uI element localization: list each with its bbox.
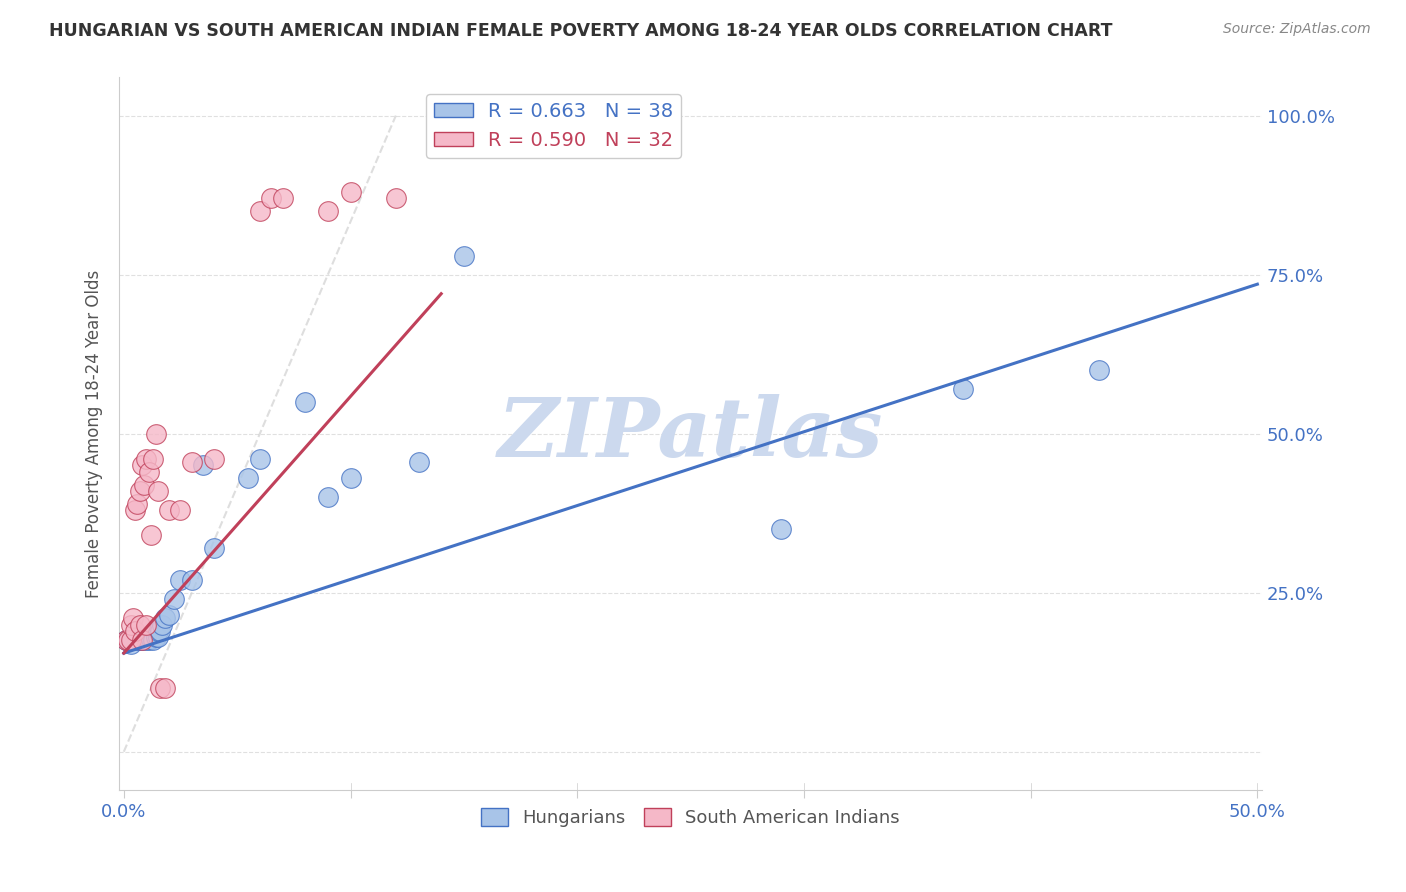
- Point: [453, 249, 475, 263]
- Point: [149, 624, 172, 638]
- Point: [135, 452, 157, 467]
- Point: [163, 592, 186, 607]
- Point: [138, 633, 160, 648]
- Point: [117, 633, 139, 648]
- Point: [153, 681, 176, 695]
- Text: HUNGARIAN VS SOUTH AMERICAN INDIAN FEMALE POVERTY AMONG 18-24 YEAR OLDS CORRELAT: HUNGARIAN VS SOUTH AMERICAN INDIAN FEMAL…: [49, 22, 1112, 40]
- Point: [131, 633, 153, 648]
- Point: [249, 204, 271, 219]
- Point: [142, 633, 165, 648]
- Point: [122, 633, 145, 648]
- Point: [115, 633, 138, 648]
- Point: [169, 503, 191, 517]
- Point: [770, 522, 793, 536]
- Point: [131, 458, 153, 473]
- Point: [157, 503, 180, 517]
- Point: [385, 191, 408, 205]
- Text: Source: ZipAtlas.com: Source: ZipAtlas.com: [1223, 22, 1371, 37]
- Point: [146, 624, 169, 638]
- Point: [204, 541, 226, 556]
- Y-axis label: Female Poverty Among 18-24 Year Olds: Female Poverty Among 18-24 Year Olds: [86, 269, 103, 598]
- Legend: Hungarians, South American Indians: Hungarians, South American Indians: [474, 800, 907, 834]
- Point: [127, 497, 149, 511]
- Point: [139, 632, 162, 646]
- Point: [238, 471, 260, 485]
- Point: [204, 452, 226, 467]
- Point: [271, 191, 294, 205]
- Point: [117, 633, 139, 648]
- Point: [115, 633, 138, 648]
- Point: [180, 573, 202, 587]
- Point: [408, 455, 430, 469]
- Text: ZIPatlas: ZIPatlas: [498, 393, 883, 474]
- Point: [120, 617, 142, 632]
- Point: [135, 633, 157, 648]
- Point: [131, 633, 153, 648]
- Point: [122, 611, 145, 625]
- Point: [260, 191, 283, 205]
- Point: [1087, 363, 1109, 377]
- Point: [134, 630, 156, 644]
- Point: [124, 503, 146, 517]
- Point: [128, 633, 150, 648]
- Point: [145, 426, 167, 441]
- Point: [127, 633, 149, 648]
- Point: [120, 637, 142, 651]
- Point: [150, 617, 173, 632]
- Point: [128, 617, 150, 632]
- Point: [124, 632, 146, 646]
- Point: [120, 633, 142, 648]
- Point: [127, 630, 149, 644]
- Point: [128, 483, 150, 498]
- Point: [952, 382, 974, 396]
- Point: [157, 607, 180, 622]
- Point: [294, 395, 316, 409]
- Point: [339, 185, 361, 199]
- Point: [131, 632, 153, 646]
- Point: [142, 452, 165, 467]
- Point: [134, 477, 156, 491]
- Point: [339, 471, 361, 485]
- Point: [169, 573, 191, 587]
- Point: [149, 681, 172, 695]
- Point: [249, 452, 271, 467]
- Point: [124, 624, 146, 638]
- Point: [138, 465, 160, 479]
- Point: [180, 455, 202, 469]
- Point: [139, 528, 162, 542]
- Point: [153, 611, 176, 625]
- Point: [316, 204, 339, 219]
- Point: [135, 630, 157, 644]
- Point: [146, 630, 169, 644]
- Point: [316, 491, 339, 505]
- Point: [145, 630, 167, 644]
- Point: [146, 483, 169, 498]
- Point: [135, 617, 157, 632]
- Point: [191, 458, 214, 473]
